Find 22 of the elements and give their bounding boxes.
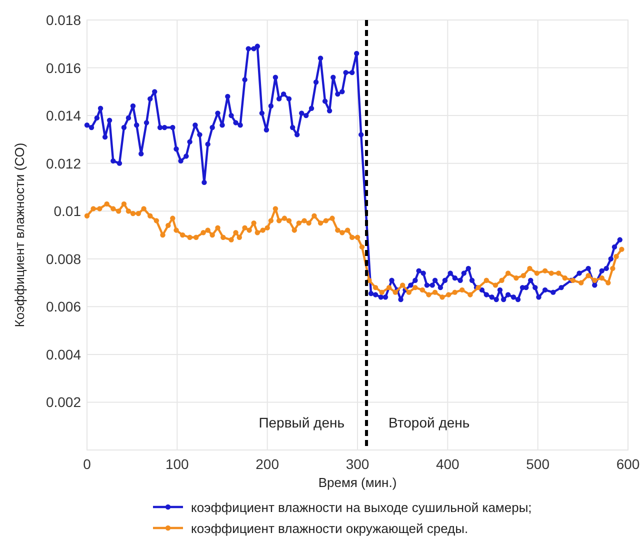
y-tick-label: 0.002: [46, 394, 82, 410]
x-tick-label: 500: [526, 456, 550, 472]
y-tick-label: 0.014: [46, 108, 82, 124]
x-tick-label: 0: [83, 456, 92, 472]
y-tick-label: 0.006: [46, 298, 82, 315]
y-axis-title: Коэффициент влажности (СО): [12, 142, 27, 328]
annotation: Первый день: [258, 414, 345, 430]
y-tick-label: 0.012: [46, 155, 82, 172]
x-tick-label: 200: [256, 456, 280, 472]
y-tick-label: 0.008: [46, 250, 82, 267]
y-tick-label: 0.016: [46, 60, 82, 76]
x-tick-label: 400: [436, 456, 460, 472]
x-tick-label: 600: [616, 456, 640, 472]
legend-label: коэффициент влажности на выходе сушильной камеры;: [191, 500, 532, 515]
y-tick-label: 0.004: [46, 346, 82, 362]
x-axis-title: Время (мин.): [318, 475, 397, 490]
y-tick-label: 0.01: [54, 203, 82, 220]
x-tick-label: 100: [165, 456, 190, 472]
y-tick-label: 0.018: [46, 12, 82, 28]
annotation: Второй день: [388, 414, 470, 430]
x-tick-label: 300: [346, 456, 370, 472]
legend-label: коэффициент влажности окружающей среды.: [191, 521, 468, 536]
